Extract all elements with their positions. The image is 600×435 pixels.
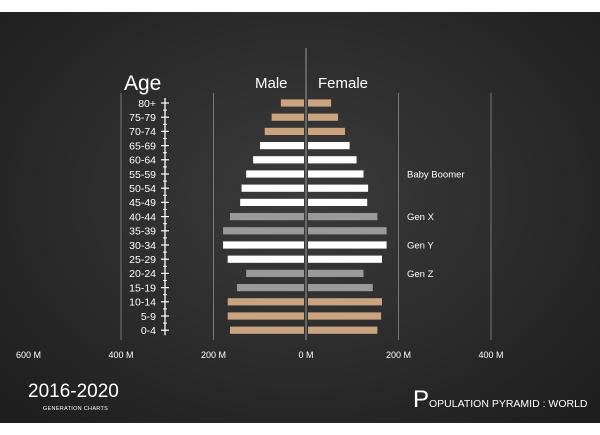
bar-female-60-64 bbox=[308, 156, 357, 164]
generation-label: Baby Boomer bbox=[407, 170, 465, 181]
age-label-20-24: 20-24 bbox=[129, 268, 156, 280]
footer-years: 2016-2020 bbox=[28, 381, 119, 402]
age-axis-title: Age bbox=[124, 72, 161, 95]
generation-label: Gen X bbox=[407, 212, 435, 223]
x-tick-label: 0 M bbox=[298, 350, 313, 360]
generation-label: Gen Z bbox=[407, 269, 434, 280]
age-label-75-79: 75-79 bbox=[129, 112, 156, 124]
age-label-65-69: 65-69 bbox=[129, 140, 156, 152]
bar-male-80+ bbox=[280, 99, 304, 107]
bar-female-50-54 bbox=[308, 184, 369, 192]
bar-female-80+ bbox=[308, 99, 332, 107]
age-label-15-19: 15-19 bbox=[129, 282, 156, 294]
bar-female-20-24 bbox=[308, 269, 364, 277]
bar-female-30-34 bbox=[308, 241, 387, 249]
bar-male-75-79 bbox=[271, 113, 304, 121]
bar-male-10-14 bbox=[227, 298, 304, 306]
footer-title-initial: P bbox=[413, 386, 429, 413]
bar-female-0-4 bbox=[308, 326, 378, 334]
bar-male-25-29 bbox=[227, 255, 304, 263]
bar-male-65-69 bbox=[260, 142, 304, 150]
bar-male-0-4 bbox=[230, 326, 304, 334]
x-tick-label: 400 M bbox=[108, 350, 133, 360]
bar-male-35-39 bbox=[223, 227, 304, 235]
age-label-5-9: 5-9 bbox=[141, 311, 156, 323]
bar-female-5-9 bbox=[308, 312, 382, 320]
x-tick-label: 600 M bbox=[16, 350, 41, 360]
x-tick-label: 200 M bbox=[386, 350, 411, 360]
age-label-30-34: 30-34 bbox=[129, 240, 156, 252]
age-label-35-39: 35-39 bbox=[129, 226, 156, 238]
age-label-60-64: 60-64 bbox=[129, 155, 156, 167]
bar-female-70-74 bbox=[308, 127, 345, 135]
bar-male-60-64 bbox=[253, 156, 304, 164]
bar-male-55-59 bbox=[246, 170, 304, 178]
bar-female-65-69 bbox=[308, 142, 350, 150]
bar-female-15-19 bbox=[308, 284, 373, 292]
bar-male-15-19 bbox=[236, 284, 304, 292]
grid-lines bbox=[120, 48, 492, 340]
bar-female-10-14 bbox=[308, 298, 382, 306]
bar-male-40-44 bbox=[230, 213, 304, 221]
generation-labels: Baby Boomer Gen X Gen Y Gen Z bbox=[407, 170, 465, 280]
age-label-80+: 80+ bbox=[138, 98, 156, 110]
bar-male-30-34 bbox=[223, 241, 304, 249]
footer-subtitle: GENERATION CHARTS bbox=[43, 406, 108, 412]
bar-male-50-54 bbox=[241, 184, 304, 192]
bar-female-75-79 bbox=[308, 113, 339, 121]
x-tick-label: 200 M bbox=[201, 350, 226, 360]
bar-male-5-9 bbox=[227, 312, 304, 320]
x-axis-ticks: 600 M 400 M 200 M 0 M 200 M 400 M bbox=[16, 350, 504, 360]
x-tick-label: 400 M bbox=[478, 350, 503, 360]
bar-female-40-44 bbox=[308, 213, 378, 221]
male-series-label: Male bbox=[255, 75, 288, 92]
age-label-55-59: 55-59 bbox=[129, 169, 156, 181]
age-label-0-4: 0-4 bbox=[141, 325, 156, 337]
bar-male-20-24 bbox=[246, 269, 304, 277]
age-axis: 80+ 75-79 70-74 65-69 60-64 55-59 50-54 45-49 40… bbox=[129, 98, 169, 337]
bars bbox=[223, 99, 387, 334]
age-label-40-44: 40-44 bbox=[129, 211, 156, 223]
age-label-50-54: 50-54 bbox=[129, 183, 156, 195]
age-label-45-49: 45-49 bbox=[129, 197, 156, 209]
bar-male-45-49 bbox=[240, 198, 304, 206]
age-label-70-74: 70-74 bbox=[129, 126, 156, 138]
bar-female-55-59 bbox=[308, 170, 364, 178]
bar-female-45-49 bbox=[308, 198, 368, 206]
bar-female-35-39 bbox=[308, 227, 387, 235]
age-label-10-14: 10-14 bbox=[129, 297, 156, 309]
age-label-25-29: 25-29 bbox=[129, 254, 156, 266]
footer-title-rest: OPULATION PYRAMID : WORLD bbox=[429, 398, 588, 410]
bar-male-70-74 bbox=[264, 127, 304, 135]
female-series-label: Female bbox=[318, 75, 368, 92]
bar-female-25-29 bbox=[308, 255, 382, 263]
generation-label: Gen Y bbox=[407, 241, 434, 252]
